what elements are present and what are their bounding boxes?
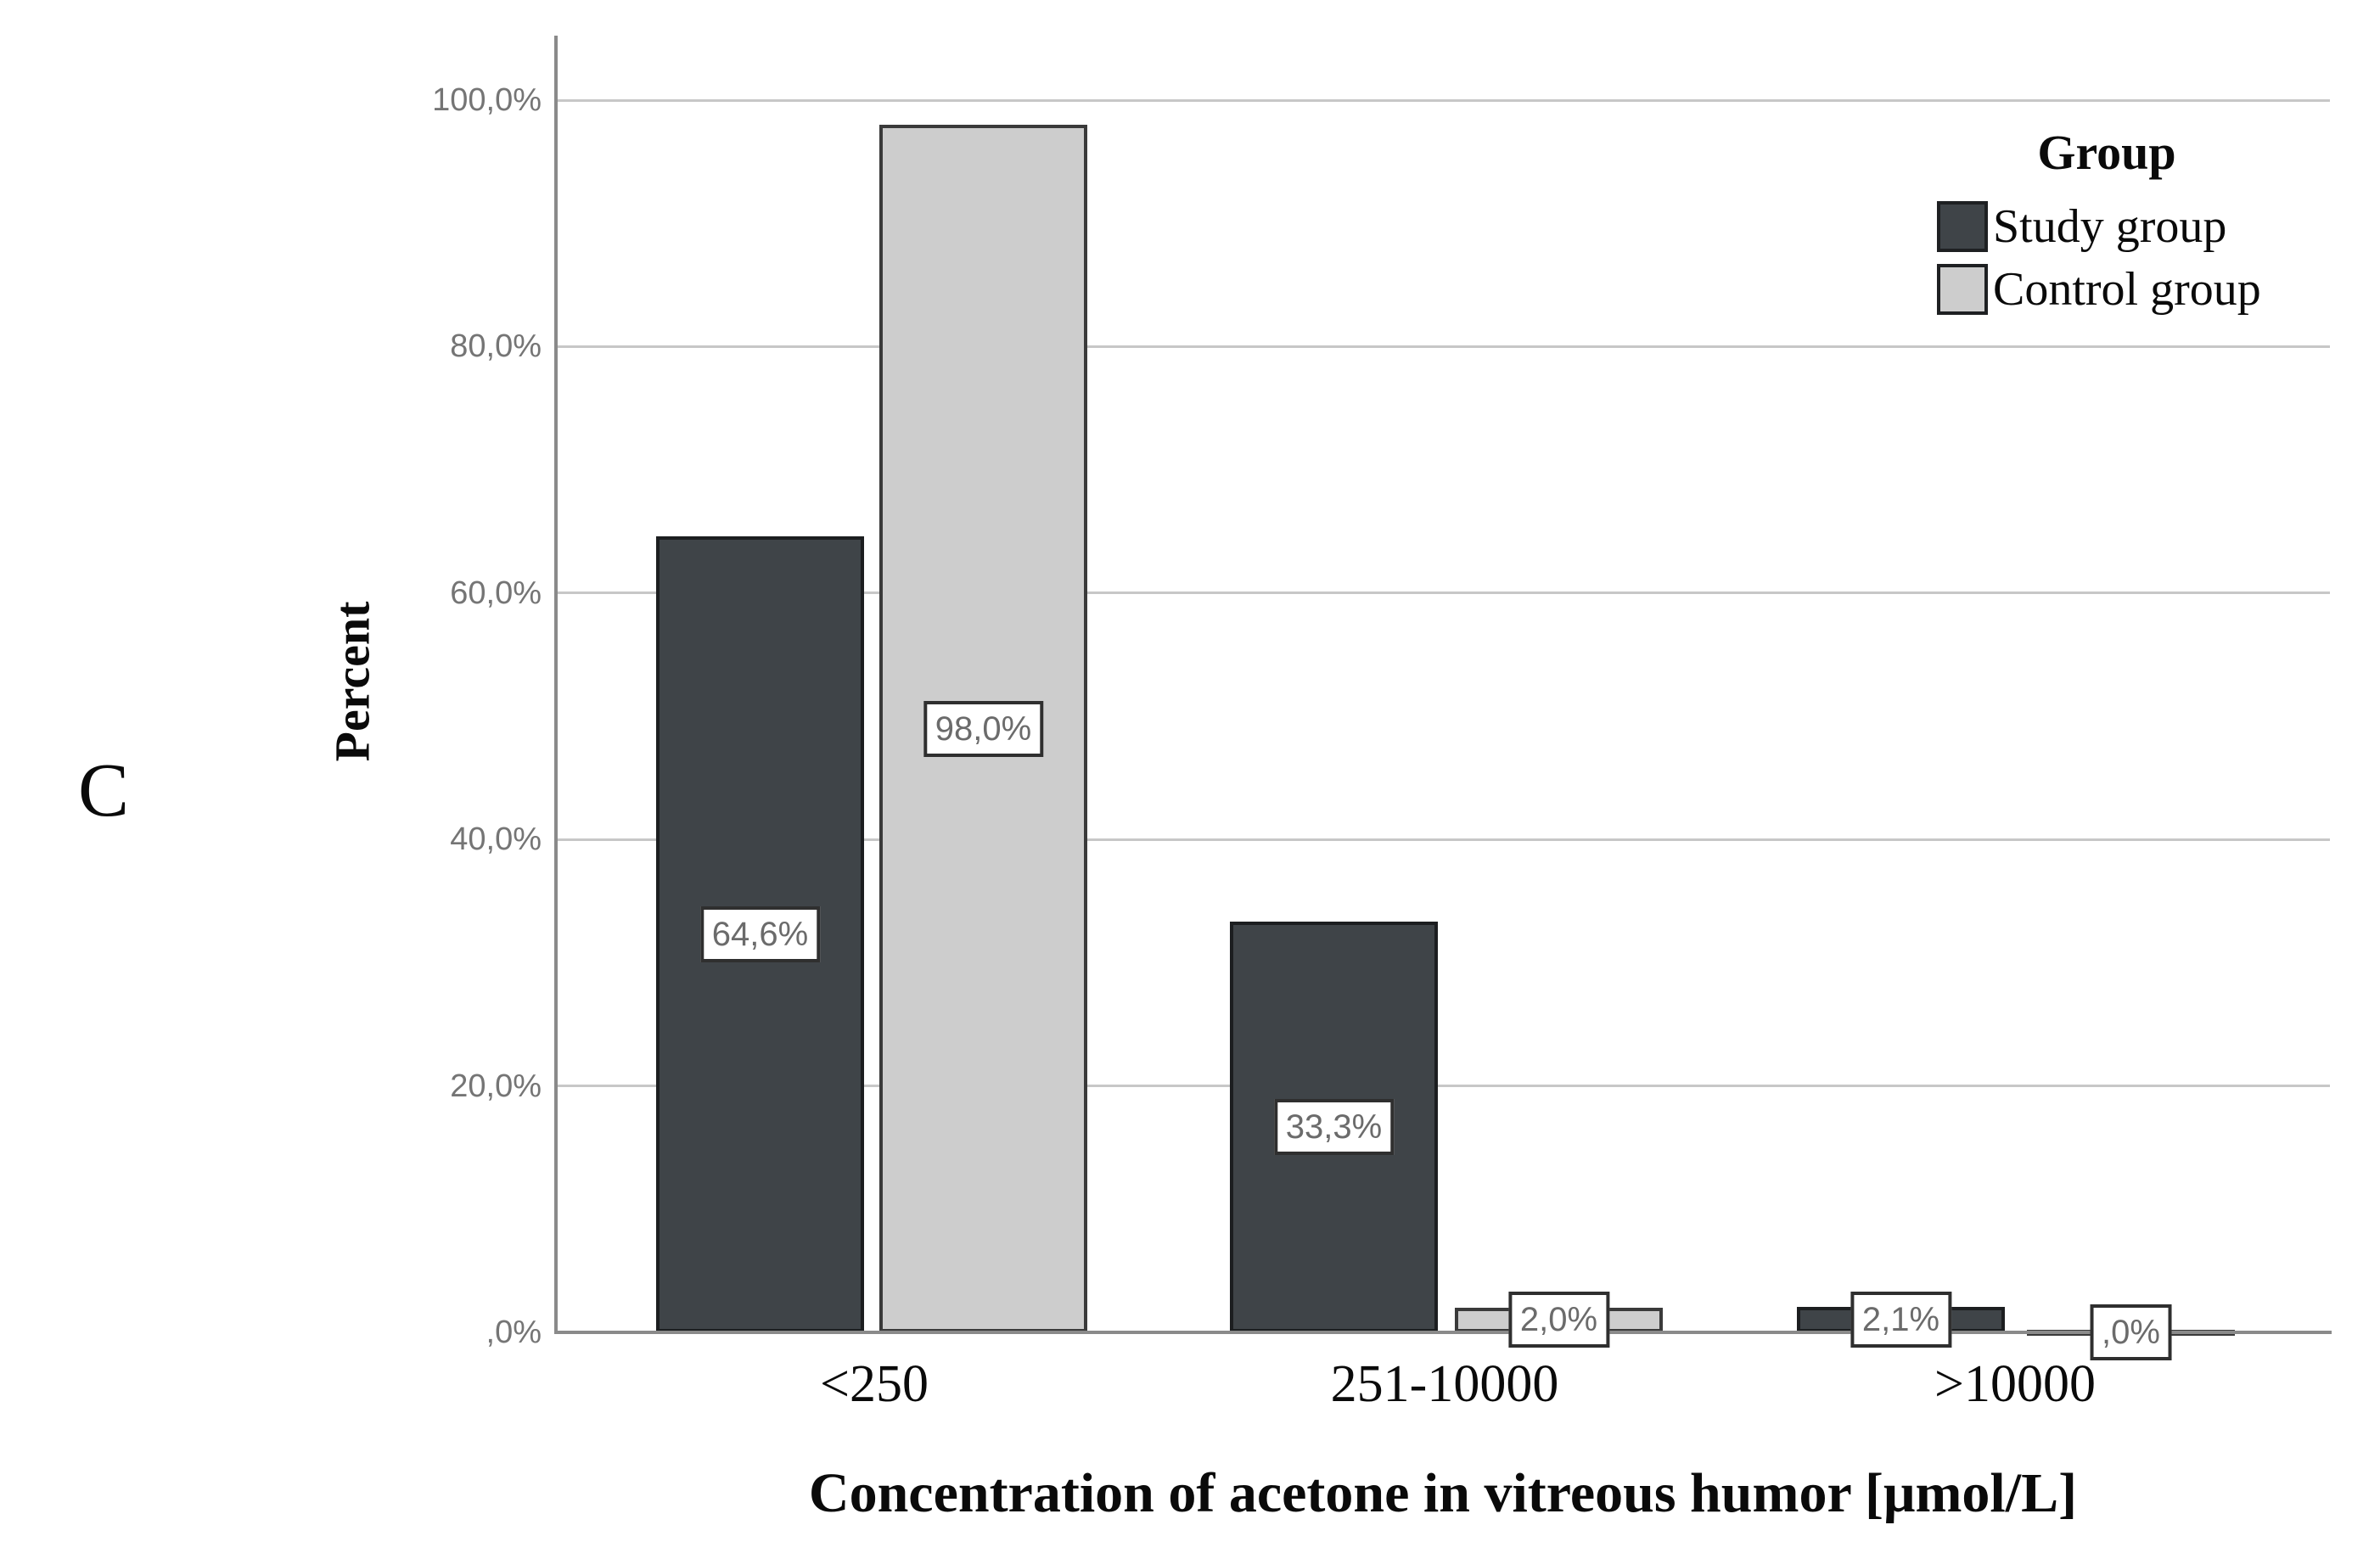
y-tick-label: 40,0% <box>450 821 542 858</box>
y-tick-label: 60,0% <box>450 575 542 611</box>
legend-title: Group <box>2037 125 2176 180</box>
x-tick-label: >10000 <box>1934 1355 2096 1413</box>
panel-label: C <box>78 748 130 833</box>
gridline-20 <box>556 1085 2330 1088</box>
legend-item-label: Control group <box>1993 263 2261 316</box>
bar-value-label: ,0% <box>2090 1304 2172 1360</box>
legend-item-Control group: Control group <box>1937 263 2276 316</box>
legend-swatch-icon <box>1937 201 1988 252</box>
gridline-100 <box>556 98 2330 102</box>
bar-value-label: 98,0% <box>923 700 1044 757</box>
y-axis-line <box>554 36 558 1334</box>
y-tick-label: 20,0% <box>450 1068 542 1104</box>
y-axis-title: Percent <box>324 601 380 762</box>
legend-item-label: Study group <box>1993 200 2227 253</box>
bar-value-label: 2,1% <box>1850 1291 1952 1348</box>
y-tick-label: 80,0% <box>450 328 542 365</box>
x-axis-title: Concentration of acetone in vitreous hum… <box>808 1462 2078 1524</box>
legend-swatch-icon <box>1937 264 1988 315</box>
y-tick-label: 100,0% <box>432 82 542 118</box>
bar-value-label: 64,6% <box>699 906 821 962</box>
gridline-40 <box>556 838 2330 841</box>
legend: Group Study group Control group <box>1937 124 2276 327</box>
x-tick-label: <250 <box>820 1355 929 1413</box>
x-axis-line <box>554 1331 2332 1334</box>
bar-value-label: 33,3% <box>1273 1099 1395 1156</box>
x-tick-label: 251-10000 <box>1330 1355 1559 1413</box>
gridline-60 <box>556 591 2330 595</box>
y-tick-label: ,0% <box>486 1315 542 1350</box>
legend-items: Study group Control group <box>1937 200 2276 316</box>
legend-item-Study group: Study group <box>1937 200 2276 253</box>
bar-value-label: 2,0% <box>1507 1292 1610 1348</box>
gridline-80 <box>556 345 2330 348</box>
